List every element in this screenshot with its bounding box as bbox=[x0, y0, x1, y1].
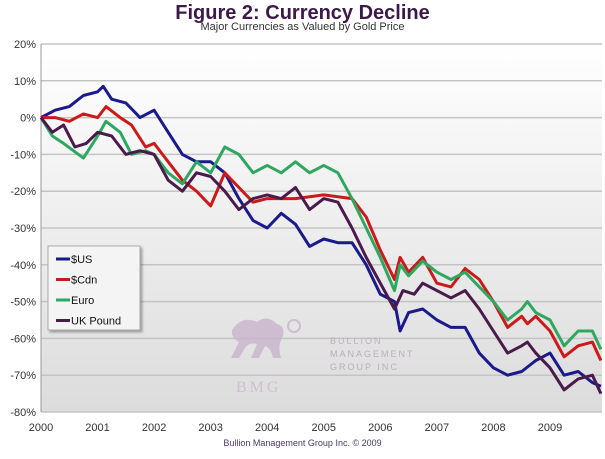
x-tick-label: 2002 bbox=[142, 422, 166, 434]
x-tick-label: 2009 bbox=[538, 422, 562, 434]
legend-label: Euro bbox=[71, 295, 94, 307]
watermark-line-1: BULLION bbox=[330, 336, 383, 346]
x-tick-label: 2008 bbox=[481, 422, 505, 434]
watermark: BMG BULLION MANAGEMENT GROUP INC bbox=[231, 318, 415, 396]
griffin-logo-icon bbox=[231, 318, 301, 358]
x-tick-label: 2001 bbox=[85, 422, 109, 434]
legend: $US $Cdn Euro UK Pound bbox=[47, 245, 141, 331]
legend-label: $Cdn bbox=[71, 275, 97, 287]
x-tick-label: 2005 bbox=[312, 422, 336, 434]
x-tick-label: 2004 bbox=[255, 422, 279, 434]
y-tick-label: -30% bbox=[10, 223, 36, 235]
y-tick-label: 0% bbox=[20, 113, 36, 125]
y-tick-label: 10% bbox=[14, 76, 36, 88]
y-tick-label: -10% bbox=[10, 149, 36, 161]
y-tick-label: -40% bbox=[10, 260, 36, 272]
series-line--us bbox=[40, 84, 602, 388]
watermark-line-3: GROUP INC bbox=[330, 362, 399, 372]
legend-label: $US bbox=[71, 254, 92, 266]
x-tick-label: 2003 bbox=[198, 422, 222, 434]
chart-title: Figure 2: Currency Decline bbox=[175, 2, 430, 24]
y-tick-label: -70% bbox=[10, 370, 36, 382]
x-tick-label: 2000 bbox=[29, 422, 53, 434]
y-tick-label: 20% bbox=[14, 39, 36, 51]
y-tick-label: -80% bbox=[10, 407, 36, 419]
watermark-line-2: MANAGEMENT bbox=[330, 349, 415, 359]
y-tick-label: -20% bbox=[10, 186, 36, 198]
y-tick-label: -60% bbox=[10, 333, 36, 345]
x-tick-label: 2006 bbox=[368, 422, 392, 434]
chart-subtitle: Major Currencies as Valued by Gold Price bbox=[200, 21, 405, 33]
x-tick-label: 2007 bbox=[425, 422, 449, 434]
watermark-initials: BMG bbox=[236, 379, 281, 396]
series-line-uk-pound bbox=[39, 116, 603, 395]
legend-label: UK Pound bbox=[71, 316, 121, 328]
y-tick-label: -50% bbox=[10, 297, 36, 309]
footer-credit: Bullion Management Group Inc. © 2009 bbox=[223, 438, 382, 448]
